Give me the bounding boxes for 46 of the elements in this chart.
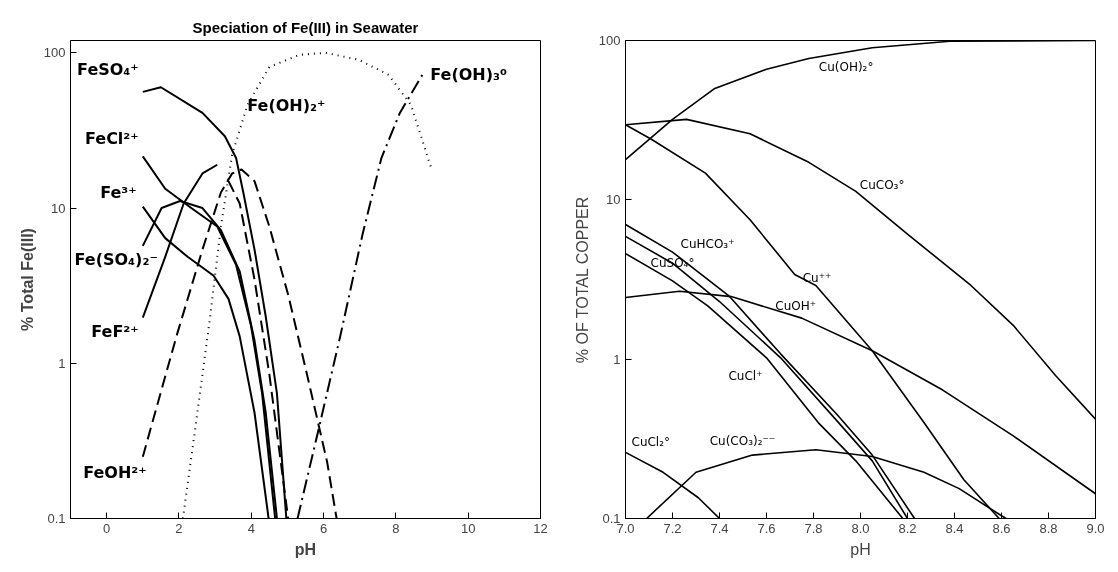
y-tick-label: 10: [51, 200, 66, 216]
series-label: FeOH²⁺: [83, 463, 147, 483]
y-tick-label: 10: [606, 192, 621, 208]
series-label: CuCO₃°: [859, 178, 905, 193]
series-label: Cu(OH)₂°: [818, 59, 874, 74]
x-tick-label: 8.8: [1039, 520, 1058, 536]
x-tick-label: 7.2: [663, 520, 682, 536]
x-tick-label: 8.2: [898, 520, 917, 536]
x-tick-label: 8.4: [945, 520, 964, 536]
x-tick-label: 10: [460, 520, 476, 536]
x-tick-label: 7.8: [804, 520, 823, 536]
y-tick-label: 0.1: [47, 511, 66, 526]
x-tick-label: 0: [103, 520, 111, 536]
y-axis-title: % OF TOTAL COPPER: [573, 196, 591, 364]
series-label: Fe(SO₄)₂⁻: [74, 250, 158, 270]
chart-title: Speciation of Fe(III) in Seawater: [192, 18, 419, 36]
x-tick-label: 12: [533, 520, 548, 536]
series-label: FeSO₄⁺: [77, 60, 139, 80]
series-label: CuHCO₃⁺: [680, 237, 735, 252]
series-label: FeF²⁺: [91, 322, 139, 342]
series-label: CuCl⁺: [728, 368, 763, 383]
x-tick-label: 4: [247, 520, 255, 536]
x-tick-label: 7.6: [757, 520, 776, 536]
series-label: CuCl₂°: [631, 435, 671, 450]
x-tick-label: 8: [392, 520, 400, 536]
y-tick-label: 100: [598, 33, 621, 48]
series-label: CuOH⁺: [775, 299, 817, 314]
y-tick-label: 1: [613, 351, 621, 367]
x-axis-title: pH: [850, 540, 871, 558]
series-label: FeCl²⁺: [85, 128, 139, 148]
y-tick-label: 100: [43, 45, 66, 61]
x-tick-label: 8.6: [992, 520, 1011, 536]
series-label: Fe(OH)₃⁰: [430, 65, 508, 85]
series-label: Fe³⁺: [100, 183, 137, 203]
y-axis-title: % Total Fe(III): [18, 228, 36, 331]
x-tick-label: 6: [319, 520, 328, 536]
x-tick-label: 9.0: [1086, 520, 1105, 536]
x-tick-label: 7.4: [710, 520, 729, 536]
series-label: Fe(OH)₂⁺: [247, 95, 326, 115]
series-label: Cu(CO₃)₂⁻⁻: [709, 434, 776, 449]
x-tick-label: 2: [175, 520, 183, 536]
y-tick-label: 1: [58, 355, 66, 371]
series-label: Cu⁺⁺: [802, 271, 832, 286]
x-axis-title: pH: [294, 540, 317, 558]
y-tick-label: 0.1: [602, 511, 621, 526]
x-tick-label: 8.0: [851, 520, 870, 536]
